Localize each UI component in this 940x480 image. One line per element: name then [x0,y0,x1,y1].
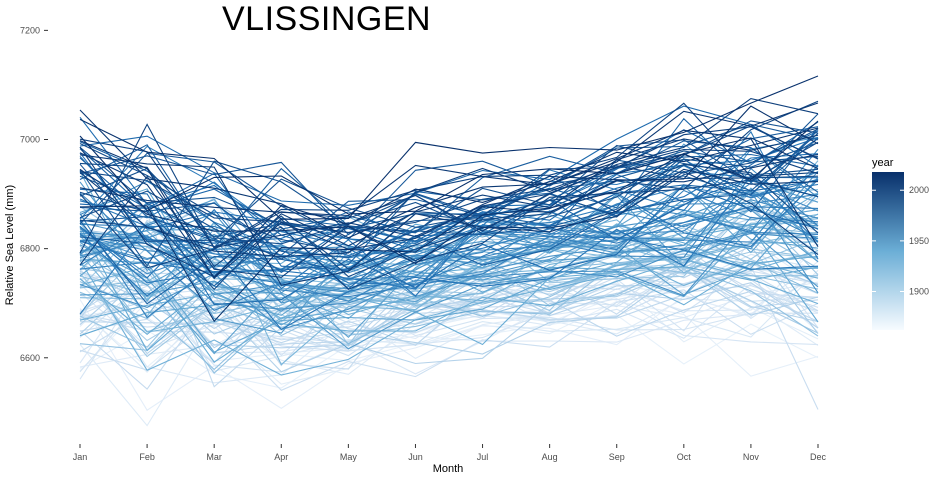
series-line [79,179,819,291]
legend-tick-label: 1900 [909,287,929,297]
series-lines [79,75,819,427]
y-axis-title: Relative Sea Level (mm) [4,185,16,305]
series-line [79,165,819,234]
series-line [79,132,819,259]
series-line [79,150,819,233]
series-line [79,211,819,321]
series-line [79,266,819,337]
series-line [79,117,819,277]
series-line [79,193,819,326]
y-tick-label: 7000 [20,135,40,145]
series-line [79,258,819,374]
series-line [79,75,819,220]
series-line [79,129,819,247]
legend-tick-label: 2000 [909,185,929,195]
series-line [79,102,819,254]
series-line [79,98,819,258]
series-line [79,257,819,337]
series-line [79,148,819,269]
legend-colorbar [872,172,904,330]
series-line [79,191,819,294]
x-tick-label: Jun [408,452,423,462]
x-tick-label: Apr [274,452,288,462]
x-tick-label: Feb [139,452,155,462]
series-line [79,179,819,297]
series-line [79,170,819,278]
series-line [79,213,819,353]
series-line [79,123,819,241]
series-line [79,255,819,363]
series-line [79,269,819,372]
series-line [79,174,819,331]
legend-tick-label: 1950 [909,236,929,246]
series-line [79,137,819,305]
series-line [79,262,819,371]
series-line [79,154,819,286]
series-line [79,184,819,306]
series-line [79,289,819,391]
x-tick-label: Mar [206,452,222,462]
series-line [79,268,819,342]
y-tick-label: 6800 [20,244,40,254]
x-axis-title: Month [433,463,464,475]
series-line [79,116,819,257]
y-axis: 6600 6800 7000 7200 [20,25,48,363]
x-tick-label: Nov [743,452,760,462]
series-line [79,137,819,265]
y-tick-label: 7200 [20,25,40,35]
series-line [79,134,819,278]
legend-title: year [872,157,894,169]
series-line [79,105,819,323]
x-tick-label: May [340,452,358,462]
series-line [79,300,819,377]
x-tick-label: Dec [810,452,827,462]
series-line [79,267,819,355]
x-axis: Jan Feb Mar Apr May Jun Jul Aug Sep Oct Nov Dec [73,444,827,462]
series-line [79,102,819,239]
series-line [79,130,819,284]
x-tick-label: Jan [73,452,88,462]
series-line [79,113,819,236]
y-tick-label: 6600 [20,353,40,363]
series-line [79,120,819,215]
chart-title: VLISSINGEN [222,0,432,38]
color-legend: year 1900 1950 2000 [872,157,929,330]
x-tick-label: Aug [542,452,558,462]
x-tick-label: Oct [677,452,692,462]
series-line [79,199,819,293]
series-line [79,283,819,352]
series-line [79,275,819,380]
series-line [79,192,819,311]
series-line [79,152,819,279]
series-line [79,263,819,354]
series-line [79,286,819,346]
series-line [79,202,819,334]
x-tick-label: Jul [477,452,489,462]
x-tick-label: Sep [609,452,625,462]
